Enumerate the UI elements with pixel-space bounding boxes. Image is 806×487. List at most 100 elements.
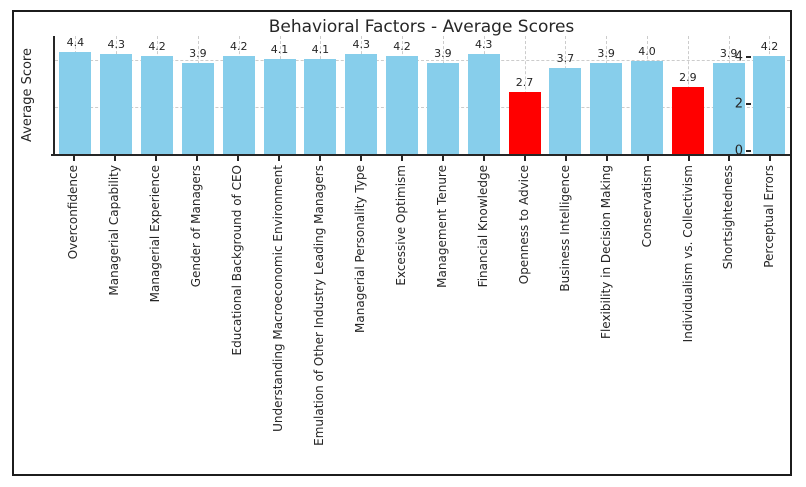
bar [671, 86, 704, 155]
bar-slot: 4.3 [96, 36, 137, 155]
bar-slot: 4.0 [627, 36, 668, 155]
bars-container: 4.4 4.3 4.2 3.9 4.2 4.1 4.1 4.3 4.2 3.9 4.3 2.7 3.7 3… [55, 36, 790, 155]
bar-slot: 4.2 [137, 36, 178, 155]
x-tick-slot [421, 156, 462, 161]
x-label-slot: Conservatism [626, 165, 667, 475]
bar-value-label: 4.3 [107, 37, 125, 51]
bar-value-label: 4.2 [760, 40, 779, 54]
bar [263, 58, 296, 155]
x-label-slot: Managerial Experience [135, 165, 176, 475]
x-label-slot: Financial Knowledge [462, 165, 503, 475]
bar-value-label: 3.9 [189, 47, 207, 61]
x-label-slot: Excessive Optimism [381, 165, 422, 475]
bar-value-label: 4.2 [393, 40, 411, 54]
x-label-slot: Overconfidence [53, 165, 94, 475]
y-tick-mark-2 [746, 102, 751, 105]
bar [181, 63, 214, 155]
x-tick-slot [503, 156, 544, 161]
x-tick-label: Emulation of Other Industry Leading Mana… [312, 165, 327, 446]
x-tick-slot [381, 156, 422, 161]
bar [141, 56, 174, 155]
x-tick-mark [73, 156, 76, 161]
x-tick-label: Managerial Capability [107, 165, 122, 296]
bar [304, 58, 337, 155]
bar [222, 56, 255, 155]
x-tick-label: Educational Background of CEO [230, 165, 245, 356]
bar [59, 51, 92, 155]
x-label-slot: Managerial Capability [94, 165, 135, 475]
bar [426, 63, 459, 155]
x-tick-label: Financial Knowledge [475, 165, 490, 288]
bar [631, 60, 663, 155]
bar-value-label: 4.0 [638, 44, 656, 58]
bar-slot: 4.1 [300, 36, 341, 155]
bar-slot: 4.2 [382, 36, 423, 155]
bar-slot: 4.3 [463, 36, 504, 155]
bar-value-label: 4.2 [148, 40, 166, 54]
y-tick-mark-4 [746, 55, 751, 58]
x-axis-labels: Overconfidence Managerial Capability Manag… [53, 165, 790, 475]
x-tick-label: Individualism vs. Collectivism [680, 165, 695, 343]
bar-slot: 3.9 [708, 36, 749, 155]
x-tick-label: Excessive Optimism [393, 165, 408, 286]
bar [712, 63, 745, 155]
y-tick-label-4: 4 [734, 49, 743, 65]
y-tick-mark-0 [746, 150, 751, 152]
bar-value-label: 4.3 [352, 37, 370, 51]
x-tick-label: Flexibility in Decision Making [598, 165, 613, 339]
x-tick-slot [585, 156, 626, 161]
chart-title: Behavioral Factors - Average Scores [268, 17, 575, 37]
x-tick-slot [462, 156, 503, 161]
bar-value-label: 3.7 [556, 51, 575, 65]
x-label-slot: Individualism vs. Collectivism [667, 165, 708, 475]
x-tick-mark [319, 156, 322, 161]
x-tick-mark [400, 156, 403, 161]
x-tick-label: Managerial Experience [148, 165, 163, 303]
x-label-slot: Management Tenure [421, 165, 462, 475]
bar [467, 53, 500, 155]
x-label-slot: Perceptual Errors [749, 165, 790, 475]
x-tick-mark [687, 156, 690, 161]
x-tick-slot [626, 156, 667, 161]
bar-slot: 2.7 [504, 36, 545, 155]
bar-slot: 3.7 [545, 36, 586, 155]
x-tick-slot [340, 156, 381, 161]
x-tick-slot [258, 156, 299, 161]
bar [753, 56, 786, 155]
bar-value-label: 4.1 [311, 42, 330, 56]
chart-figure: Behavioral Factors - Average Scores Aver… [12, 10, 792, 476]
x-tick-mark [441, 156, 444, 161]
x-tick-mark [155, 156, 158, 161]
bar-value-label: 2.7 [515, 75, 534, 89]
x-tick-slot [53, 156, 94, 161]
x-tick-slot [217, 156, 258, 161]
x-tick-slot [299, 156, 340, 161]
bar-slot: 4.3 [341, 36, 382, 155]
x-tick-mark [196, 156, 199, 161]
bar [345, 53, 378, 155]
x-axis-spine [51, 154, 790, 156]
y-tick-label-2: 2 [734, 96, 743, 112]
plot-area: 4.4 4.3 4.2 3.9 4.2 4.1 4.1 4.3 4.2 3.9 4.3 2.7 3.7 3… [53, 36, 790, 155]
x-label-slot: Gender of Managers [176, 165, 217, 475]
x-tick-mark [564, 156, 567, 161]
x-tick-mark [360, 156, 363, 161]
bar-slot: 4.4 [55, 36, 96, 155]
bar [508, 91, 541, 155]
bar-value-label: 3.9 [434, 47, 452, 61]
x-tick-label: Perceptual Errors [762, 165, 777, 268]
x-tick-mark [237, 156, 240, 161]
x-tick-mark [523, 156, 526, 161]
x-tick-label: Overconfidence [66, 165, 81, 260]
x-label-slot: Shortsightedness [708, 165, 749, 475]
bar [100, 53, 133, 155]
x-tick-slot [176, 156, 217, 161]
bar-value-label: 3.9 [597, 47, 615, 61]
x-tick-mark [278, 156, 281, 161]
x-tick-label: Business Intelligence [557, 165, 572, 292]
x-tick-slot [135, 156, 176, 161]
bar-value-label: 3.9 [719, 47, 738, 61]
bar-slot: 4.2 [218, 36, 259, 155]
x-tick-label: Conservatism [639, 165, 654, 248]
